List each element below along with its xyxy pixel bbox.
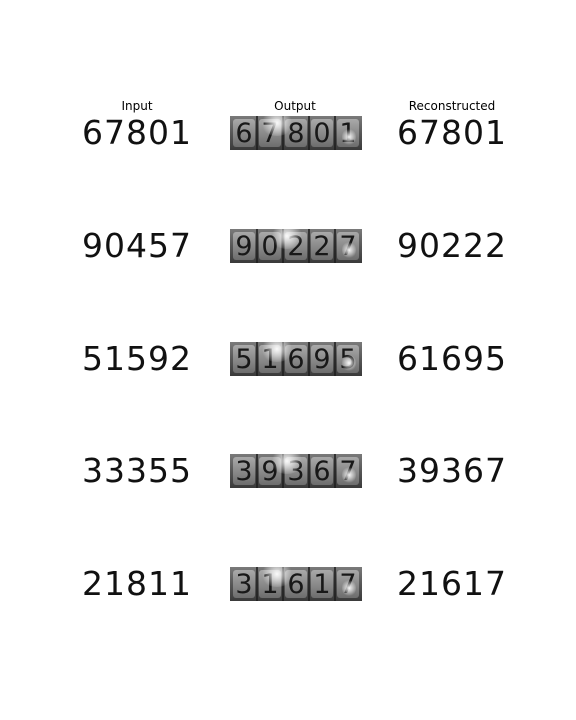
input-digits-text: 51592 [82,342,192,376]
reconstructed-digits: 61695 [386,342,518,376]
reconstructed-digits: 67801 [386,116,518,150]
light-glare [270,454,304,474]
reconstructed-digits-text: 21617 [397,567,507,601]
digit-wheel [233,232,255,260]
wheel-separator [308,454,310,488]
output-digit: 2 [313,230,331,262]
reconstructed-digits-text: 39367 [397,454,507,488]
light-glare [342,241,356,259]
wheel-separator [256,567,258,601]
digit-wheel [311,570,333,598]
digit-wheel [233,457,255,485]
input-column-title: Input [121,99,153,113]
light-glare [260,342,294,362]
wheel-separator [334,454,336,488]
sample-row: 515925169561695 [0,342,576,376]
digit-wheel [311,232,333,260]
input-digits: 90457 [71,229,203,263]
input-digits: 21811 [71,567,203,601]
output-digit: 9 [235,230,253,262]
output-digit: 6 [235,117,253,149]
sample-row: 90457 90227 90222 [0,229,576,263]
light-glare [342,354,356,372]
light-glare [342,579,356,597]
digit-wheel [311,119,333,147]
reconstructed-digits-text: 90222 [397,229,507,263]
reconstructed-digits-text: 67801 [397,116,507,150]
input-digits-text: 90457 [82,229,192,263]
sample-row: 333553936739367 [0,454,576,488]
wheel-separator [308,116,310,150]
wheel-separator [256,116,258,150]
reconstructed-digits-text: 61695 [397,342,507,376]
wheel-separator [334,229,336,263]
reconstructed-digits: 90222 [386,229,518,263]
digit-wheel [233,570,255,598]
input-digits: 51592 [71,342,203,376]
output-image: 67801 [230,116,362,150]
output-image: 31617 [230,567,362,601]
output-digit: 1 [313,568,331,600]
output-digit: 3 [235,568,253,600]
digit-wheel [233,345,255,373]
wheel-separator [308,229,310,263]
light-glare [270,229,304,249]
output-digit: 0 [313,117,331,149]
light-glare [342,128,356,146]
output-column-title: Output [274,99,316,113]
output-image: 51695 [230,342,362,376]
wheel-separator [256,229,258,263]
output-digit: 9 [313,343,331,375]
light-glare [342,466,356,484]
input-digits-text: 21811 [82,567,192,601]
input-digits-text: 67801 [82,116,192,150]
input-digits: 33355 [71,454,203,488]
wheel-separator [334,116,336,150]
reconstructed-column-title: Reconstructed [408,99,496,113]
output-digit: 3 [235,455,253,487]
output-image: 90227 [230,229,362,263]
light-glare [260,567,294,587]
wheel-separator [334,342,336,376]
digit-wheel [311,457,333,485]
digit-wheel [311,345,333,373]
wheel-separator [256,454,258,488]
reconstructed-digits: 21617 [386,567,518,601]
digit-wheel [233,119,255,147]
reconstructed-digits: 39367 [386,454,518,488]
output-image: 39367 [230,454,362,488]
wheel-separator [334,567,336,601]
input-digits-text: 33355 [82,454,192,488]
sample-row: 67801 67801 67801 [0,116,576,150]
wheel-separator [308,342,310,376]
input-digits: 67801 [71,116,203,150]
output-digit: 6 [313,455,331,487]
wheel-separator [256,342,258,376]
output-digit: 5 [235,343,253,375]
sample-row: 218113161721617 [0,567,576,601]
wheel-separator [308,567,310,601]
light-glare [260,116,294,136]
